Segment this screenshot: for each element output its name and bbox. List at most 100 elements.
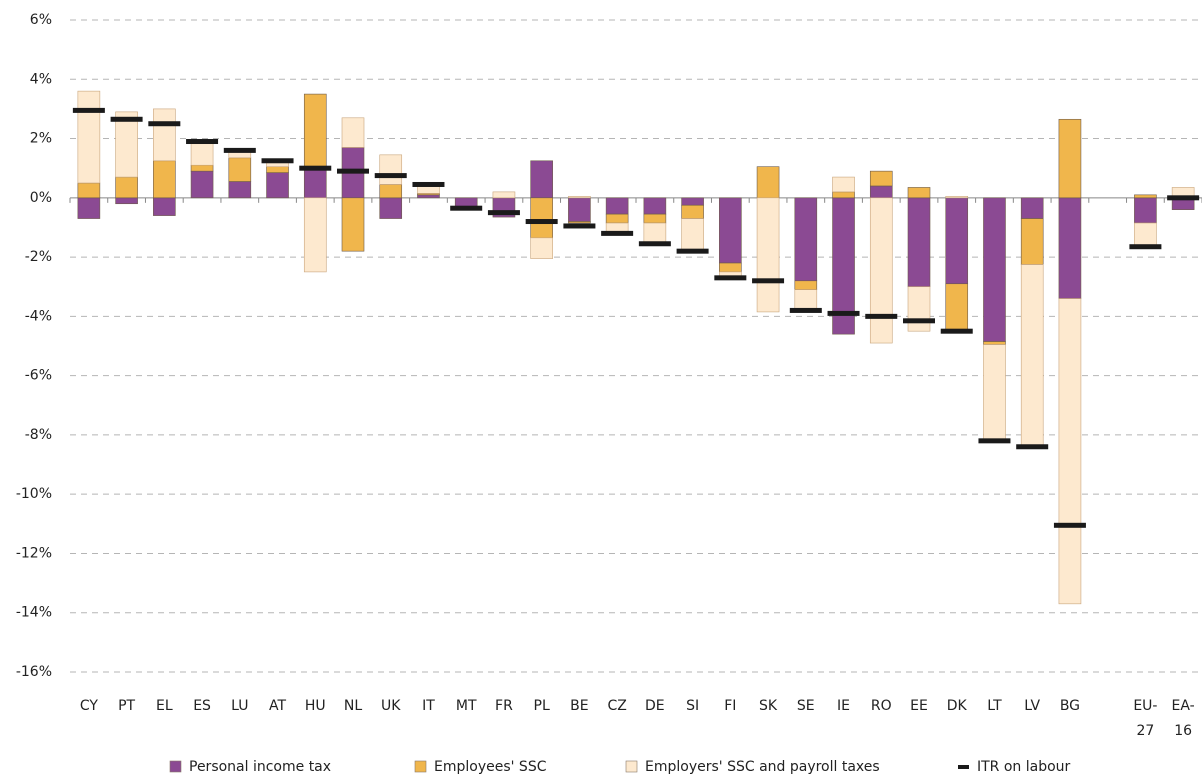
itr-marker [525,219,558,225]
x-tick-label: LT [987,698,1002,714]
itr-marker [676,248,709,254]
itr-marker [978,438,1011,444]
x-tick-label: EA-16 [1172,698,1195,739]
bar-segment [530,160,553,199]
legend-label: Employees' SSC [434,759,547,775]
bar-segment [190,170,214,199]
y-tick-label: -10% [16,486,52,502]
itr-marker [789,307,822,313]
x-tick-label: DE [645,698,665,714]
bar-segment [907,187,931,199]
itr-marker [299,165,332,171]
x-tick-label: FR [495,698,513,714]
x-tick-label: PT [118,698,135,714]
bar-segment [492,191,516,199]
itr-marker [563,223,596,229]
bar-segment [869,185,893,199]
bar-segment [907,197,931,288]
bar-segment [530,197,553,239]
x-tick-label: IT [422,698,435,714]
bar-segment [77,197,101,219]
itr-marker [487,210,520,216]
bar-segment [115,197,138,205]
bar-segment [643,222,667,243]
bar-segment [266,166,289,173]
x-tick-label: SI [686,698,699,714]
legend-label: Employers' SSC and payroll taxes [645,759,880,775]
x-tick-label: PL [534,698,550,714]
itr-marker [1053,522,1086,528]
itr-marker [601,230,634,236]
itr-marker [1016,444,1049,450]
bar-segment [1134,197,1157,224]
bar-segment [983,344,1006,442]
x-tick-label: EE [910,698,928,714]
bar-segment [983,341,1006,345]
itr-marker [638,241,671,247]
bar-segment [869,170,893,187]
bar-segment [832,176,855,193]
bar-segment [303,167,327,199]
bar-segment [1134,194,1157,199]
bar-segment [303,93,327,169]
itr-marker [903,318,935,324]
x-tick-label: NL [344,698,362,714]
bar-segment [153,197,176,216]
x-tick-label: RO [871,698,892,714]
x-tick-label: UK [381,698,401,714]
bar-segment [190,141,214,166]
bar-segment [266,172,289,199]
itr-marker [374,173,407,179]
bar-segment [568,196,591,199]
bar-segment [303,197,327,273]
legend-label: ITR on labour [977,759,1071,775]
legend-swatch [414,760,427,773]
x-tick-label: SK [759,698,778,714]
itr-marker [1129,244,1162,250]
bar-segment [681,204,704,219]
itr-marker [752,278,785,284]
bar-segment [379,154,403,185]
itr-marker [72,107,105,113]
bar-segment [153,160,176,199]
itr-marker [1167,195,1200,201]
legend-swatch [625,760,638,773]
bar-segment [605,213,629,224]
bar-segment [1020,218,1044,265]
bar-segment [115,111,138,178]
bar-segment [983,197,1006,342]
bar-segment [1058,118,1082,199]
bar-segment [945,197,969,285]
bar-segment [568,197,591,222]
y-tick-label: -2% [25,249,52,265]
bar-segment [643,213,667,224]
x-tick-label: LU [231,698,248,714]
x-tick-label: MT [456,698,477,714]
x-tick-label: BG [1060,698,1080,714]
x-tick-label: SE [797,698,815,714]
bar-segment [681,197,704,206]
bar-segment [605,197,629,215]
itr-marker [865,313,898,319]
bar-segment [379,184,403,199]
bar-segment [1020,264,1044,446]
bar-segment [77,182,101,199]
bar-segment [756,197,780,313]
x-tick-label: CY [80,698,99,714]
bar-segment [869,197,893,344]
bar-segment [228,157,252,182]
bar-segment [568,221,591,224]
bar-segment [530,237,553,259]
bar-segment [643,197,667,215]
bar-segment [379,197,403,219]
y-tick-label: 0% [30,190,52,206]
bar-segment [1020,197,1044,219]
x-tick-label: CZ [607,698,626,714]
bar-segment [417,194,440,199]
x-tick-label: ES [193,698,211,714]
bar-segment [756,166,780,199]
bar-segment [794,289,818,311]
itr-marker [714,275,747,281]
itr-marker [450,205,483,211]
